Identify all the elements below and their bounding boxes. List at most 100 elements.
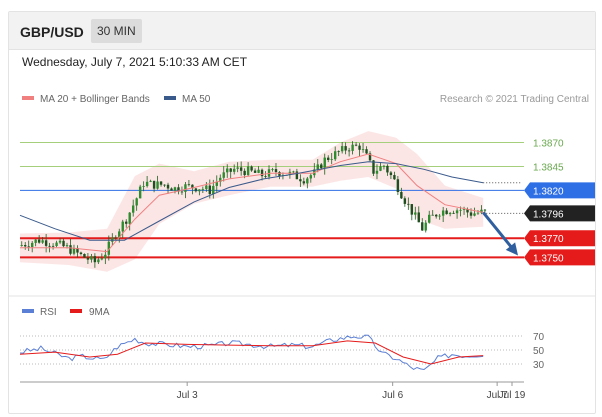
date-label: Wednesday, July 7, 2021 5:10:33 AM CET [22, 55, 248, 69]
rsi-plot: 70 50 30 [19, 332, 545, 371]
main-plot: 1.3870 1.3845 1.3820 1.3796 1.3770 1.3750 [19, 131, 595, 272]
ma50-line [19, 161, 484, 241]
candle-body [452, 212, 455, 214]
candle-body [424, 222, 427, 231]
rsi-legend-swatch [22, 309, 34, 313]
timeframe-badge[interactable]: 30 MIN [91, 19, 142, 43]
candle-body [309, 175, 313, 179]
candle-body [253, 170, 257, 173]
candle-body [403, 198, 407, 204]
candle-body [152, 180, 156, 189]
candle-body [201, 189, 205, 190]
candle-body [44, 240, 48, 246]
forecast-arrow-head [505, 242, 518, 256]
candle-body [476, 212, 480, 214]
rsi-tick-70: 70 [533, 332, 545, 343]
rsi-legend-label: RSI [40, 307, 57, 318]
candle-body [159, 181, 163, 185]
candle-body [229, 168, 232, 172]
candle-body [351, 144, 354, 151]
candle-body [480, 209, 483, 213]
candle-body [243, 170, 246, 176]
candle-body [93, 256, 97, 263]
candle-body [34, 239, 37, 243]
candle-body [316, 164, 319, 170]
candle-body [347, 150, 351, 152]
level-tag-1.3796 [524, 205, 595, 222]
credit-label: Research © 2021 Trading Central [440, 94, 589, 105]
candle-body [226, 168, 229, 173]
candle-body [386, 165, 389, 173]
candle-body [222, 172, 225, 178]
candle-body [20, 245, 23, 246]
candle-body [330, 159, 333, 160]
candle-body [100, 258, 104, 260]
candle-body [354, 144, 358, 146]
candle-body [145, 181, 149, 187]
candle-body [138, 186, 142, 199]
forecast-arrow-shaft [482, 211, 516, 252]
time-tick-label: Jul 6 [382, 390, 404, 401]
candle-body [278, 172, 281, 176]
candle-body [407, 203, 410, 205]
candle-body [375, 170, 379, 174]
candle-body [191, 184, 194, 189]
candle-body [58, 240, 62, 243]
candle-body [250, 166, 253, 171]
candle-body [299, 179, 302, 182]
candle-body [441, 210, 445, 216]
candle-body [389, 172, 393, 176]
candle-body [232, 168, 236, 172]
candle-body [198, 189, 201, 192]
candle-body [72, 247, 76, 254]
candle-body [302, 181, 306, 184]
level-label-1.3750: 1.3750 [533, 253, 564, 264]
level-label-1.3870: 1.3870 [533, 139, 564, 150]
candle-body [372, 160, 375, 174]
candle-body [24, 245, 27, 247]
bollinger-band-area [20, 131, 484, 272]
candle-body [327, 157, 330, 160]
candle-body [431, 214, 434, 216]
candle-body [382, 165, 386, 167]
candle-body [306, 178, 309, 184]
candle-body [149, 180, 152, 182]
candle-body [187, 184, 191, 186]
candle-body [393, 175, 396, 180]
candle-body [271, 169, 274, 170]
candle-body [62, 240, 65, 247]
candle-body [466, 209, 469, 213]
candle-body [79, 252, 83, 254]
level-label-1.3845: 1.3845 [533, 162, 564, 173]
candle-body [104, 254, 107, 259]
chart-header: GBP/USD 30 MIN [9, 12, 595, 50]
candle-body [438, 215, 441, 217]
candle-body [131, 205, 135, 213]
candle-body [459, 209, 462, 211]
candle-body [236, 167, 239, 169]
candle-body [83, 253, 86, 258]
time-tick-label: Jul 19 [499, 390, 526, 401]
level-tag-1.3820 [524, 182, 595, 199]
candle-body [180, 191, 184, 193]
candle-body [455, 210, 459, 214]
level-label-1.3820: 1.3820 [533, 186, 564, 197]
rsi-tick-30: 30 [533, 360, 545, 371]
candle-body [65, 245, 69, 247]
rsi-ma-legend-swatch [70, 309, 82, 313]
candle-body [295, 171, 299, 180]
ma20-legend-swatch [22, 96, 34, 100]
candle-body [111, 237, 114, 242]
candle-body [135, 198, 138, 206]
candle-body [86, 257, 90, 260]
candle-body [215, 181, 218, 186]
candle-body [483, 209, 487, 211]
candle-body [97, 259, 100, 263]
ma20-legend-label: MA 20 + Bollinger Bands [40, 94, 150, 105]
ma50-legend-label: MA 50 [182, 94, 211, 105]
candle-body [166, 184, 170, 189]
ma20-line [20, 153, 484, 253]
candle-body [208, 185, 212, 195]
rsi-ma-legend-label: 9MA [89, 307, 110, 318]
